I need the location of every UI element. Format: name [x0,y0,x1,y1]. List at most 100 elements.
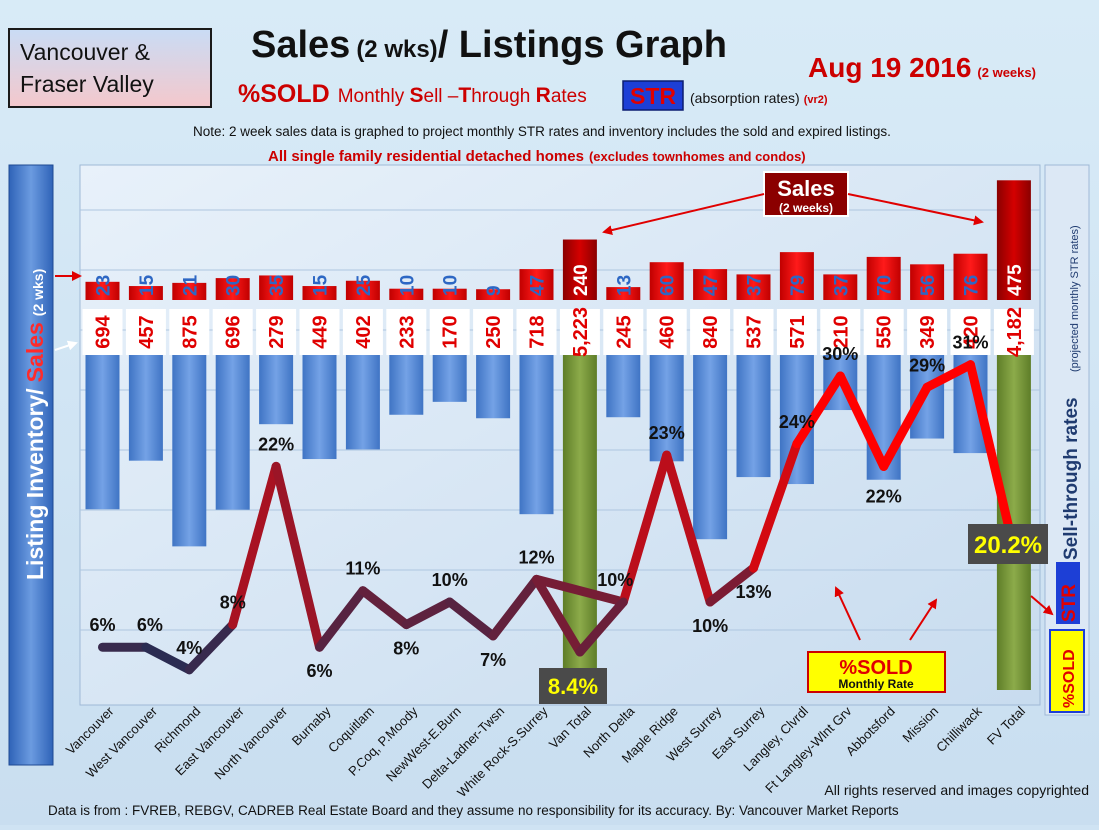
str-r: R [536,84,551,107]
inventory-value-label: 170 [440,315,462,348]
region-box: Vancouver & Fraser Valley [8,28,212,108]
inventory-value-label: 550 [874,315,896,348]
str-s: S [410,84,424,107]
inventory-label-box [690,309,731,355]
total-inventory-bar [996,355,1031,690]
sales-bar [953,253,988,300]
fv-total-rate: 20.2% [974,532,1042,559]
right-axis-label: Sell-through rates [1061,397,1082,560]
sales-value-label: 60 [658,275,679,296]
rate-segment [879,382,932,471]
inventory-bar [519,355,554,515]
left-axis-part-3: (2 wks) [30,269,46,316]
rate-label: 29% [909,355,945,375]
sales-bar [649,262,684,300]
rate-label: 13% [735,582,771,602]
inventory-bar [910,355,945,439]
inventory-label-box [993,309,1034,355]
sales-value-label: 10 [441,275,462,296]
inventory-bar [476,355,511,419]
inventory-value-label: 840 [700,315,722,348]
str-t: T [458,84,471,107]
sales-bar [128,286,163,300]
rate-label: 11% [345,559,380,579]
sales-value-label: 37 [745,275,766,296]
sales-value-label: 15 [311,274,332,296]
rate-label: 4% [176,638,202,658]
sales-bar [606,287,641,300]
sales-value-label: 10 [397,275,418,296]
inventory-value-label: 279 [266,315,288,348]
inventory-bar [606,355,641,418]
sales-value-label: 9 [484,285,505,296]
inventory-value-label: 696 [223,315,245,348]
rate-segment [401,597,455,630]
sales-callout-sub: (2 weeks) [779,201,833,215]
sales-bar [910,264,945,300]
absorption-text: (absorption rates) [690,90,800,106]
inventory-bar [432,355,467,402]
inventory-label-box [820,309,861,355]
inventory-label-box [733,309,774,355]
inventory-label-box [299,309,340,355]
inventory-value-label: 233 [396,315,418,348]
source-note: Data is from : FVREB, REBGV, CADREB Real… [48,803,899,818]
inventory-value-label: 5,223 [570,307,592,357]
sales-bar [345,280,380,300]
rate-label: 23% [649,423,685,443]
sales-bar [779,252,814,300]
inventory-label-box [776,309,817,355]
page-title: Sales (2 wks)/ Listings Graph [251,24,727,66]
inventory-label-box [863,309,904,355]
van-total-rate: 8.4% [548,674,598,699]
rate-label: 10% [692,616,728,636]
inventory-label-box [559,309,600,355]
total-sales-bar [996,180,1031,300]
rate-segment [184,620,238,675]
left-axis-band: Listing Inventory/Sales (2 wks) [8,164,82,766]
rate-label: 24% [779,412,815,432]
rate-label: 30% [822,344,858,364]
monthly-sold-title: %SOLD [839,657,912,679]
sales-bar [85,281,120,300]
subtitle-main: All single family residential detached h… [268,148,584,165]
rate-segment [662,450,715,607]
sales-value-label: 47 [701,275,722,296]
rate-segment [966,360,1013,529]
rate-segment [445,597,498,641]
sales-value-label: 240 [571,264,592,296]
labels-layer: 694 23 457 15 875 21 696 30 279 35 449 15 402 25 233 10… [82,264,1034,681]
inventory-label-box [516,309,557,355]
sales-value-label: 37 [831,275,852,296]
sales-bar [215,278,250,300]
inventory-value-label: 718 [527,315,549,348]
sales-value-label: 21 [180,274,201,296]
sales-value-label: 35 [267,274,288,296]
inventory-bar [736,355,771,478]
absorption-label: (absorption rates) (vr2) [690,90,828,106]
sales-value-label: 25 [354,274,375,296]
inventory-value-label: 449 [310,315,332,348]
inventory-bar [259,355,294,425]
left-axis-part-1: Listing Inventory/ [22,388,48,580]
title-rest: / Listings Graph [438,24,727,66]
rate-segment [749,439,802,573]
rate-segment [705,563,758,607]
inventory-value-label: 457 [136,315,158,348]
str-ates: ates [551,86,587,107]
rate-segment [228,461,281,630]
region-line-1: Vancouver & [20,39,150,65]
rate-label: 22% [866,486,902,506]
rate-segment [488,574,541,641]
report-date: Aug 19 2016 (2 weeks) [808,52,1036,83]
inventory-value-label: 349 [917,315,939,348]
inventory-label-box [125,309,166,355]
sales-bar [259,275,294,300]
sales-bar [389,288,424,300]
date-small: (2 weeks) [977,65,1036,80]
sales-bar [172,282,207,300]
sales-callout-title: Sales [777,176,835,201]
inventory-bar [345,355,380,450]
rate-segment [532,574,585,657]
